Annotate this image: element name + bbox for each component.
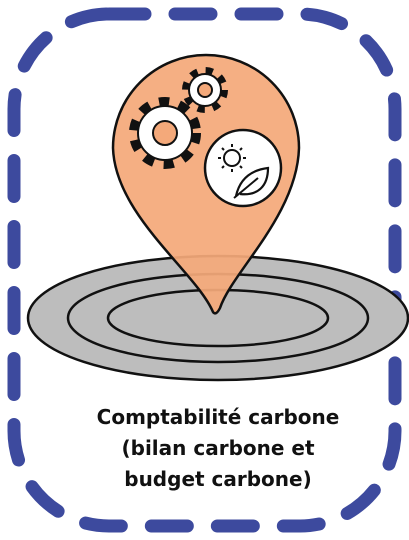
page: Comptabilité carbone (bilan carbone et b… <box>0 0 409 540</box>
label-line: budget carbone) <box>124 467 312 491</box>
label-line: (bilan carbone et <box>121 436 314 460</box>
illustration: Comptabilité carbone (bilan carbone et b… <box>0 0 409 540</box>
label-line: Comptabilité carbone <box>97 405 340 429</box>
sun-leaf-icon <box>205 130 281 206</box>
